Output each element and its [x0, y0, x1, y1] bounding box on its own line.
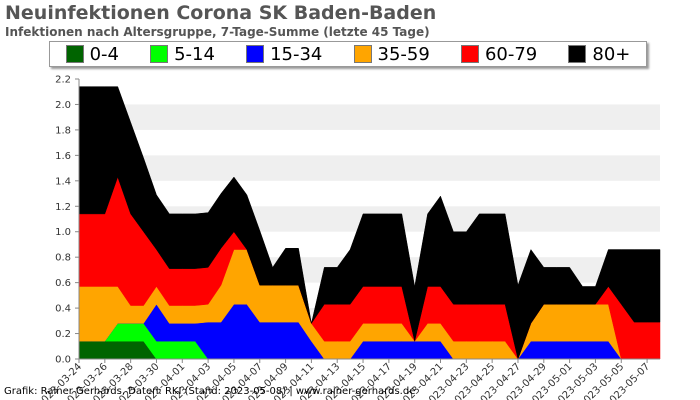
legend-label: 5-14	[174, 43, 215, 65]
y-tick-label: 0.2	[55, 329, 71, 340]
grid-band	[79, 104, 660, 130]
legend-item-5-14: 5-14	[150, 44, 215, 65]
y-tick-label: 0.4	[55, 304, 71, 315]
y-tick-label: 1.2	[55, 202, 71, 213]
legend-label: 15-34	[270, 43, 323, 65]
legend-label: 35-59	[377, 43, 430, 65]
axes	[78, 79, 660, 360]
legend-swatch	[65, 45, 84, 63]
legend: 0-4 5-14 15-34 35-59 60-79 80+	[49, 41, 647, 67]
legend-item-60-79: 60-79	[460, 43, 538, 65]
y-tick-label: 0.6	[55, 278, 71, 289]
series-area-80+	[78, 86, 661, 360]
footer-credit: Grafik: Rainer Gerhards, Daten: RKI (Sta…	[4, 386, 416, 397]
legend-label: 0-4	[89, 43, 119, 65]
y-axis-ticks: 0.0 0.2 0.4 0.6 0.8 1.0 1.2 1.4 1.6 1.8 2.0 2.2	[55, 75, 79, 366]
y-tick-label: 0.8	[55, 253, 71, 264]
legend-label: 60-79	[484, 43, 538, 65]
legend-item-15-34: 15-34	[246, 44, 322, 65]
legend-item-0-4: 0-4	[65, 43, 119, 65]
chart-subtitle: Infektionen nach Altersgruppe, 7-Tage-Su…	[5, 25, 430, 39]
chart-title: Neuinfektionen Corona SK Baden-Baden	[5, 2, 437, 24]
y-tick-label: 0.0	[55, 355, 71, 366]
y-tick-label: 1.4	[55, 176, 71, 187]
legend-label: 80+	[592, 43, 631, 65]
legend-swatch	[568, 45, 587, 63]
legend-swatch	[460, 45, 479, 63]
grid-band	[79, 155, 660, 181]
legend-item-35-59: 35-59	[353, 43, 430, 65]
legend-swatch	[353, 45, 372, 63]
y-tick-label: 2.0	[55, 100, 71, 111]
y-tick-label: 1.0	[55, 227, 71, 238]
y-tick-label: 2.2	[55, 75, 71, 86]
legend-swatch	[246, 45, 265, 63]
legend-item-80+: 80+	[568, 44, 630, 65]
y-tick-label: 1.6	[55, 151, 71, 162]
y-tick-label: 1.8	[55, 125, 71, 136]
legend-swatch	[150, 45, 169, 63]
